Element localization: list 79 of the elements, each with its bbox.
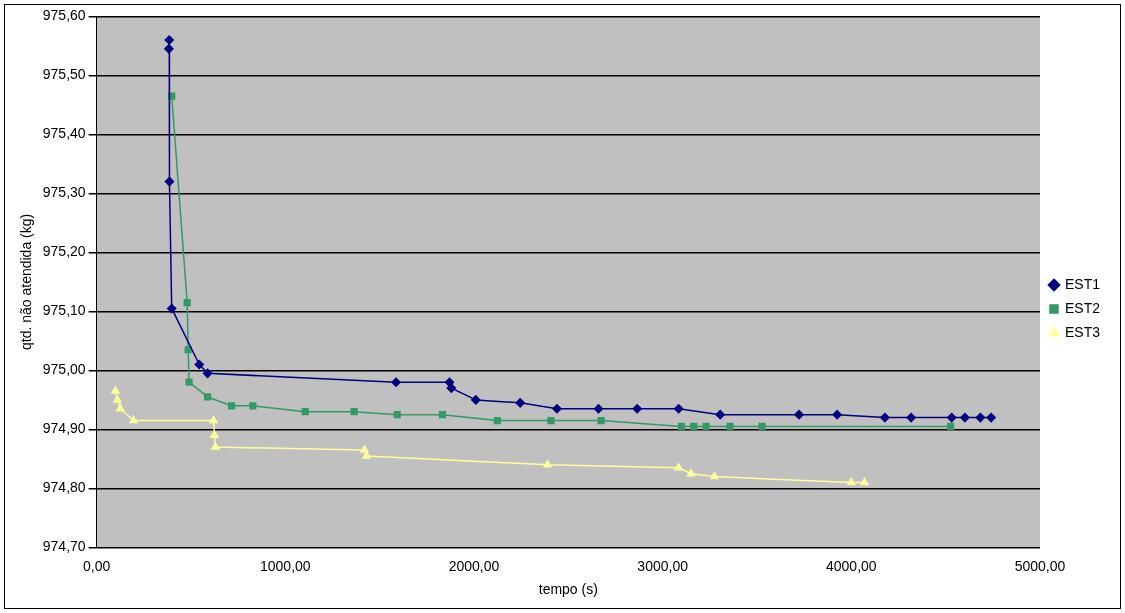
point (758, 422, 766, 431)
y-tick-label: 974,90 (42, 420, 86, 437)
y-tick-label: 975,20 (42, 243, 86, 260)
point (471, 395, 481, 405)
x-tick-label: 4000,00 (826, 557, 877, 574)
point (129, 415, 138, 424)
point (113, 395, 122, 403)
point (674, 463, 683, 471)
point (515, 398, 525, 408)
point (702, 422, 710, 431)
point (493, 416, 501, 425)
x-tick-label: 1000,00 (259, 557, 311, 574)
point (184, 346, 192, 354)
point (166, 303, 177, 314)
point (946, 422, 955, 431)
point (677, 422, 686, 431)
point (710, 471, 719, 480)
point (593, 404, 604, 414)
point (847, 477, 856, 486)
point (986, 412, 996, 423)
point (203, 393, 212, 401)
y-tick-label: 975,10 (42, 302, 86, 319)
point (906, 412, 916, 423)
x-tick-label: 3000,00 (637, 557, 689, 574)
point (393, 411, 401, 419)
y-tick-label: 974,70 (42, 538, 86, 555)
y-axis-title: qtd. não atendida (kg) (18, 213, 35, 351)
point (391, 377, 401, 387)
point (446, 383, 457, 393)
x-tick-label: 5000,00 (1014, 557, 1066, 574)
point (111, 386, 120, 394)
point (360, 445, 369, 453)
x-tick-label: 0,00 (83, 557, 111, 574)
point (686, 468, 696, 477)
point (249, 402, 257, 410)
point (715, 409, 725, 420)
point (350, 408, 358, 416)
y-tick-label: 975,00 (42, 361, 86, 378)
point (597, 416, 605, 425)
point (832, 409, 842, 420)
point (362, 451, 371, 459)
point (860, 477, 869, 486)
x-tick-label: 2000,00 (448, 557, 500, 574)
point (794, 409, 804, 420)
point (185, 378, 193, 386)
point (552, 404, 562, 414)
point (960, 412, 970, 423)
point (673, 404, 684, 414)
x-axis-title: tempo (s) (538, 581, 598, 598)
y-tick-label: 975,40 (42, 125, 86, 142)
legend-label: EST1 (1064, 275, 1101, 292)
legend-label: EST2 (1064, 299, 1101, 316)
point (444, 377, 455, 387)
point (547, 416, 555, 425)
y-tick-label: 974,80 (42, 479, 86, 496)
point (726, 422, 734, 431)
point (209, 415, 218, 424)
point (438, 411, 447, 419)
point (164, 44, 174, 54)
point (227, 402, 236, 410)
point (164, 176, 175, 187)
point (211, 442, 220, 450)
y-tick-label: 975,50 (42, 66, 86, 83)
point (116, 404, 125, 412)
point (975, 412, 986, 423)
point (301, 408, 309, 416)
point (632, 404, 642, 414)
point (880, 412, 890, 423)
y-tick-label: 975,30 (42, 184, 86, 201)
y-tick-label: 975,60 (42, 7, 86, 24)
point (194, 359, 205, 370)
point (210, 430, 219, 439)
point (164, 35, 175, 45)
legend-label: EST3 (1064, 323, 1101, 340)
point (183, 298, 191, 307)
point (202, 368, 213, 379)
point (543, 460, 552, 468)
point (946, 412, 957, 423)
point (690, 422, 698, 431)
